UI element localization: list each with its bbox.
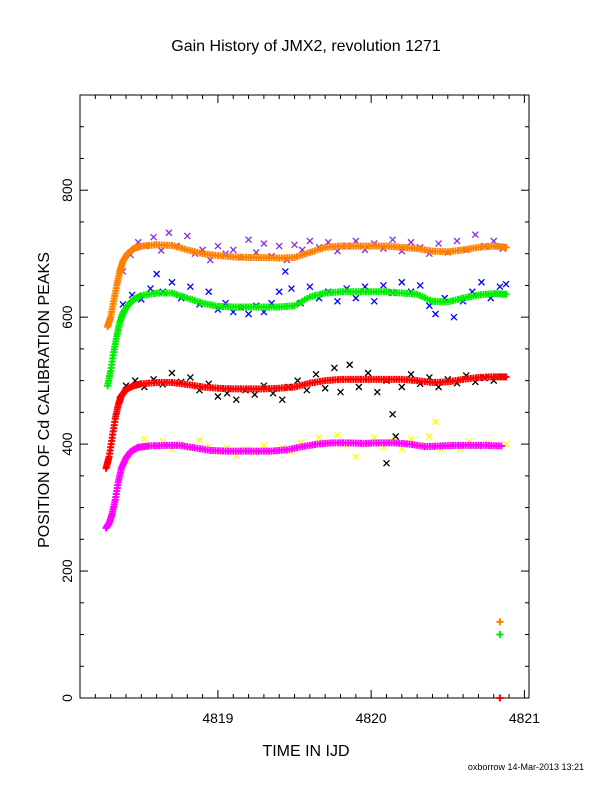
data-point-cross [355,383,363,391]
data-point-cross [425,433,433,440]
data-point-cross [165,229,173,237]
x-tick-label: 4820 [356,710,387,726]
data-point-cross [232,396,240,404]
data-point-cross [330,364,338,372]
data-point-cross [496,283,504,291]
data-point-cross [275,288,283,296]
data-point-cross [471,231,479,239]
data-point-cross [333,297,341,305]
data-point-cross [147,285,154,293]
data-point-cross [205,288,213,296]
data-point-plus [497,442,505,450]
data-point-cross [450,313,458,321]
data-point-cross [337,388,344,396]
data-point-cross [288,285,295,293]
x-axis-ticks: 4819 4820 4821 [94,95,540,726]
footer-credit: oxborrow 14-Mar-2013 13:21 [468,762,584,772]
data-point-plus [502,290,510,298]
data-point-cross [432,418,439,426]
data-point-cross [407,370,415,378]
data-point-cross [333,431,341,439]
data-point-cross [168,369,176,377]
data-point-cross [383,459,390,467]
y-tick-label: 800 [59,178,75,202]
data-point-cross [196,436,203,444]
data-point-cross [306,283,314,291]
data-point-cross [435,240,443,247]
data-point-cross [478,278,485,286]
y-tick-label: 0 [59,694,75,702]
data-point-cross [260,240,268,247]
data-point-cross [453,237,461,245]
data-point-cross [245,310,253,318]
data-point-cross [398,278,406,286]
data-point-cross [245,236,253,244]
y-axis-ticks: 0 200 400 600 800 [59,94,529,702]
data-point-cross [157,247,165,254]
data-point-plus [496,631,504,639]
data-point-cross [425,302,433,310]
data-point-cross [352,453,360,461]
data-point-cross [373,388,381,396]
data-point-cross [346,361,354,369]
data-point-cross [275,242,283,250]
data-point-cross [398,445,406,453]
data-point-cross [364,369,372,377]
x-tick-label: 4819 [202,710,233,726]
data-point-plus [496,618,504,626]
data-point-cross [186,373,194,381]
plot-frame [79,94,530,699]
data-point-cross [140,435,148,443]
data-point-cross [150,233,158,241]
data-point-plus [502,373,510,381]
data-marks [102,229,510,702]
data-point-cross [502,280,510,288]
data-point-cross [303,386,311,394]
chart-title: Gain History of JMX2, revolution 1271 [171,38,441,55]
data-point-cross [168,278,176,286]
data-point-cross [432,310,439,318]
data-point-cross [392,433,400,440]
data-point-cross [291,241,298,249]
data-point-cross [183,232,191,240]
data-point-cross [389,236,397,244]
data-point-cross [352,294,360,302]
data-point-cross [370,297,378,305]
data-point-cross [214,393,222,400]
data-point-cross [186,283,194,291]
y-axis-label: POSITION OF Cd CALIBRATION PEAKS [36,252,53,548]
data-point-cross [281,267,289,275]
data-point-plus [502,243,510,251]
data-point-cross [407,238,415,246]
y-tick-label: 200 [59,559,75,583]
data-point-cross [229,246,237,254]
data-point-cross [312,370,320,378]
data-point-cross [416,281,424,289]
data-point-cross [315,434,323,442]
data-point-cross [278,396,286,404]
data-point-cross [321,384,329,392]
data-point-cross [260,441,268,449]
data-point-cross [379,281,387,289]
data-point-cross [251,391,259,399]
y-tick-label: 600 [59,305,75,329]
data-point-cross [214,242,222,250]
data-point-cross [153,270,161,278]
data-point-plus [496,694,504,702]
data-point-cross [306,237,314,245]
data-point-cross [398,383,406,391]
data-point-cross [389,410,397,418]
x-tick-label: 4821 [509,710,540,726]
x-axis-label: TIME IN IJD [262,743,349,760]
y-tick-label: 400 [59,432,75,456]
